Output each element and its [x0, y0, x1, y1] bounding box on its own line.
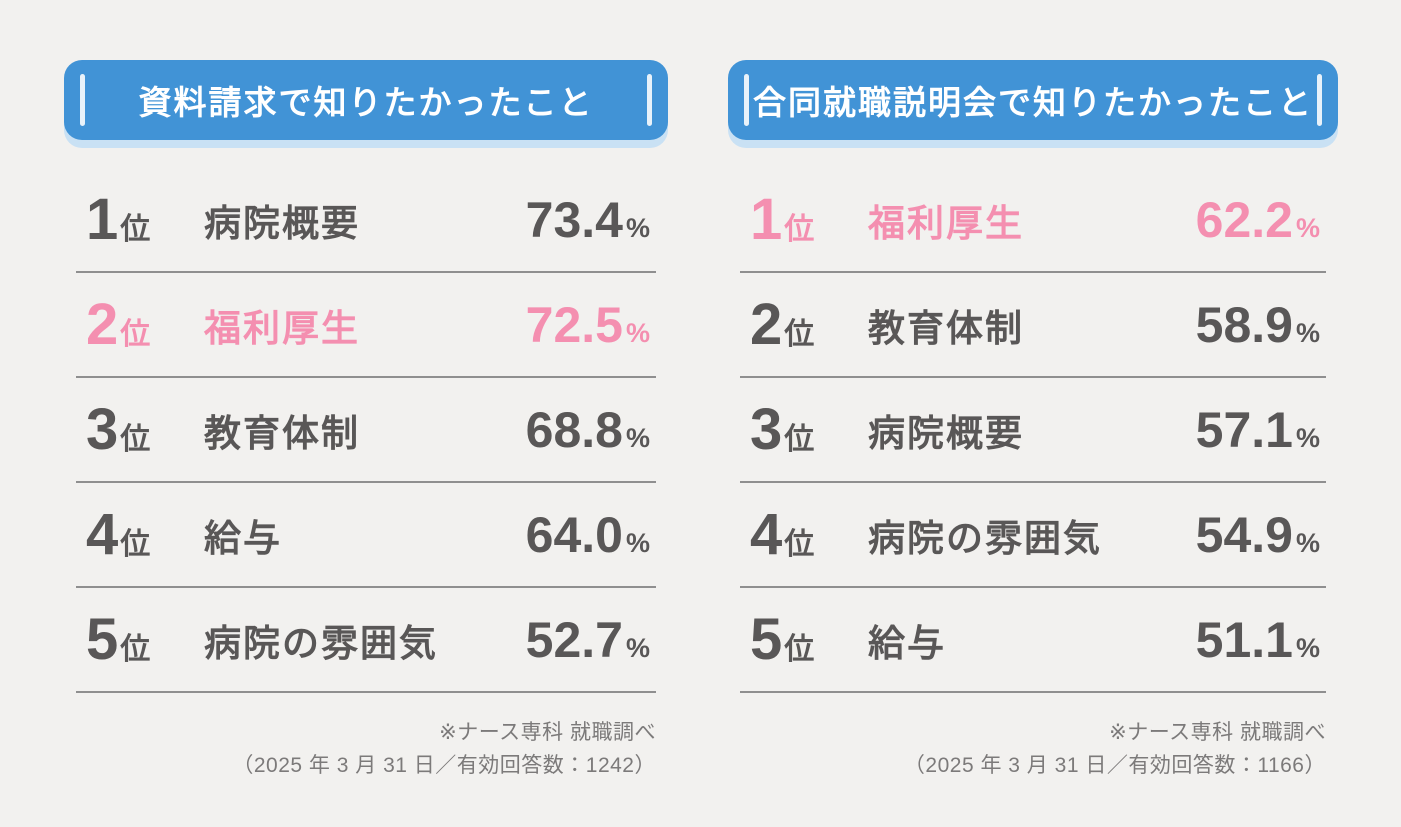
item-label: 病院の雰囲気 — [204, 622, 438, 664]
item-label: 福利厚生 — [204, 307, 360, 349]
percentage-value: 73.4% — [525, 191, 650, 248]
item-label: 給与 — [204, 517, 282, 559]
percentage-value: 54.9% — [1195, 506, 1320, 563]
percentage-value: 68.8% — [525, 401, 650, 458]
percentage-value: 57.1% — [1195, 401, 1320, 458]
header-accent-bar-left-icon — [744, 74, 749, 126]
percentage-value: 64.0% — [525, 506, 650, 563]
panel-header-document-request: 資料請求で知りたかったこと — [64, 60, 668, 140]
source-note-line2: （2025 年 3 月 31 日／有効回答数：1166） — [903, 753, 1326, 777]
panel-title: 合同就職説明会で知りたかったこと — [753, 84, 1313, 121]
item-label: 病院概要 — [868, 412, 1024, 454]
item-label: 給与 — [868, 622, 946, 664]
source-note: ※ナース専科 就職調べ （2025 年 3 月 31 日／有効回答数：1166） — [728, 717, 1326, 782]
panel-title: 資料請求で知りたかったこと — [138, 84, 594, 121]
percentage-value: 52.7% — [525, 611, 650, 668]
percentage-value: 62.2% — [1195, 191, 1320, 248]
percentage-value: 51.1% — [1195, 611, 1320, 668]
header-accent-bar-right-icon — [1317, 74, 1322, 126]
item-label: 教育体制 — [868, 307, 1024, 349]
item-label: 福利厚生 — [868, 202, 1024, 244]
source-note: ※ナース専科 就職調べ （2025 年 3 月 31 日／有効回答数：1242） — [64, 717, 656, 782]
item-label: 教育体制 — [204, 412, 360, 454]
percentage-value: 58.9% — [1195, 296, 1320, 353]
source-note-line1: ※ナース専科 就職調べ — [1109, 721, 1326, 744]
panel-header-job-fair: 合同就職説明会で知りたかったこと — [728, 60, 1338, 140]
item-label: 病院概要 — [204, 202, 360, 244]
item-label: 病院の雰囲気 — [868, 517, 1102, 559]
source-note-line2: （2025 年 3 月 31 日／有効回答数：1242） — [232, 753, 656, 777]
header-accent-bar-left-icon — [80, 74, 85, 126]
source-note-line1: ※ナース専科 就職調べ — [439, 721, 656, 744]
header-accent-bar-right-icon — [647, 74, 652, 126]
percentage-value: 72.5% — [525, 296, 650, 353]
